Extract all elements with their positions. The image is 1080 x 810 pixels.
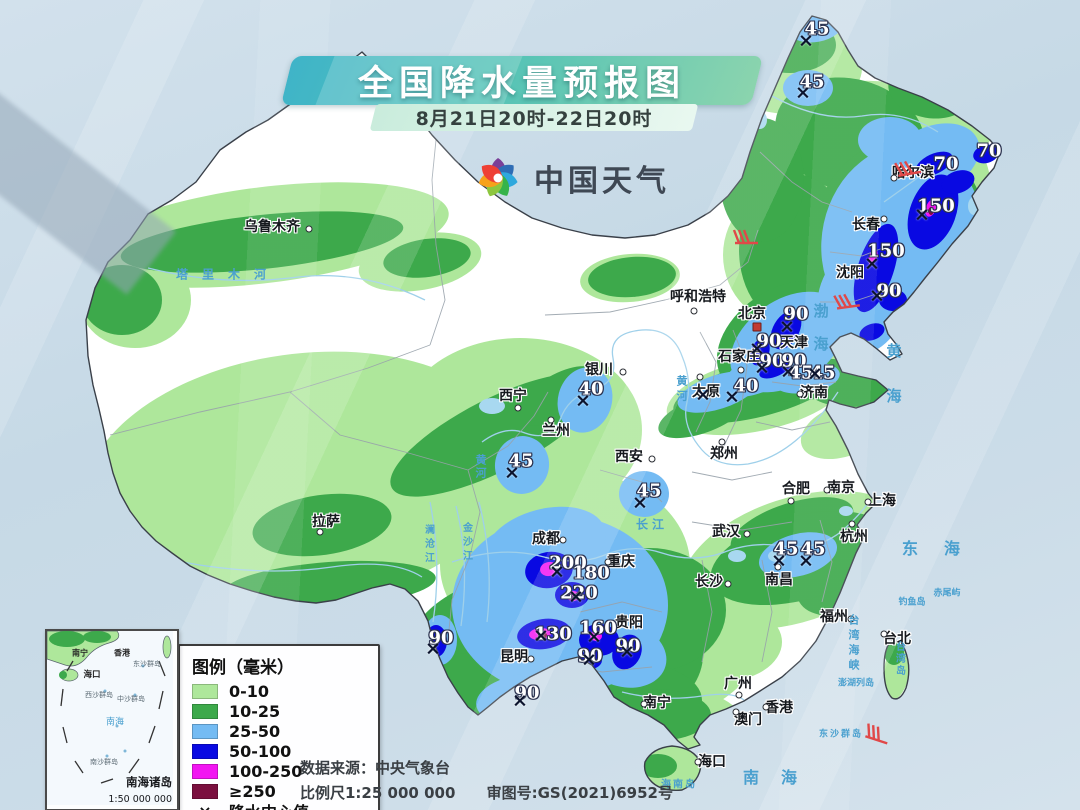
province-borders [109, 139, 889, 673]
inset-label: 南沙群岛 [90, 758, 118, 766]
nine-dash-line [60, 660, 166, 784]
page-title: 全国降水量预报图 [357, 64, 686, 104]
legend-swatch [192, 783, 218, 799]
legend-swatch [192, 763, 218, 779]
title-banner: 全国降水量预报图 [280, 56, 764, 105]
legend-swatch [192, 723, 218, 739]
precip-center-symbol: × [192, 802, 218, 810]
legend-title: 图例（毫米） [192, 658, 294, 678]
legend-item: 10-25 [192, 701, 368, 721]
legend-item: 0-10 [192, 681, 368, 701]
legend-range-label: 0-10 [229, 681, 270, 701]
inset-label: 东沙群岛 [133, 660, 161, 668]
legend-center-row: × 降水中心值 [192, 801, 368, 810]
data-source: 数据来源：中央气象台 [300, 759, 451, 777]
map-scale: 比例尺1:25 000 000 [300, 783, 456, 802]
legend-range-label: ≥250 [229, 781, 276, 801]
inset-label: 香港 [114, 648, 130, 658]
legend-swatch [192, 743, 218, 759]
legend-swatch [192, 703, 218, 719]
pinwheel-logo-icon [478, 158, 518, 197]
inset-label: 南宁 [72, 648, 88, 658]
inset-label: 海口 [83, 670, 101, 680]
subtitle-banner: 8月21日20时-22日20时 [369, 104, 699, 131]
legend-item: 25-50 [192, 721, 368, 741]
national-boundary [85, 15, 1001, 791]
legend-range-label: 100-250 [229, 761, 303, 781]
inset-label: 南海 [105, 717, 125, 728]
legend-items: 0-10 10-25 25-50 50-100 100-250 ≥250 [192, 681, 368, 801]
legend-item: 50-100 [192, 741, 368, 761]
precip-250-layer [539, 207, 934, 638]
legend-item: 100-250 [192, 761, 368, 781]
inset-title: 南海诸岛 [126, 775, 172, 789]
inset-map-graphic [47, 631, 173, 805]
legend-range-label: 50-100 [229, 741, 292, 761]
logo-text: 中国天气 [534, 164, 670, 199]
precip-center-label: 降水中心值 [229, 799, 309, 810]
inset-scale: 1:50 000 000 [108, 794, 172, 805]
china-weather-logo: 中国天气 [472, 152, 670, 204]
inset-label: 西沙群岛 [85, 691, 113, 699]
forecast-period: 8月21日20时-22日20时 [415, 108, 653, 130]
rivers [147, 95, 939, 701]
legend-range-label: 25-50 [229, 721, 281, 741]
south-china-sea-inset: 南宁 香港海口 东沙群岛西沙群岛 中沙群岛南海南沙群岛 南海诸岛 1:50 000 0… [45, 629, 179, 810]
legend-swatch [192, 683, 218, 699]
map-source-info: 数据来源：中央气象台 比例尺1:25 000 000 审图号:GS(2021)6… [300, 756, 673, 806]
approval-number: 审图号:GS(2021)6952号 [486, 783, 673, 802]
inset-label: 中沙群岛 [117, 695, 145, 703]
legend-range-label: 10-25 [229, 701, 281, 721]
legend-item: ≥250 [192, 781, 368, 801]
